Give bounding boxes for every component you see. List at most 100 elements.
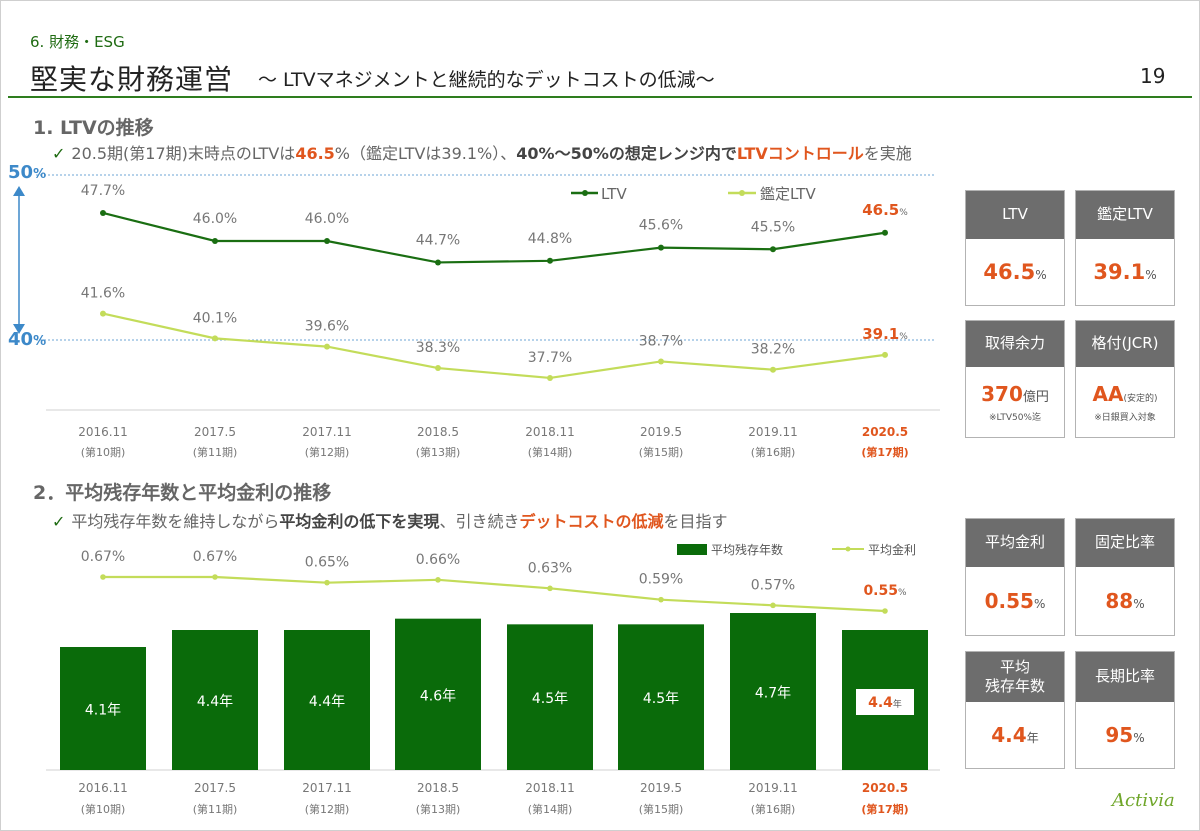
kpi-value: 4.4 <box>991 723 1027 747</box>
page-number: 19 <box>1140 64 1166 88</box>
kpi-fixed-ratio: 固定比率 88% <box>1075 518 1175 636</box>
bar-remaining-years <box>60 647 146 770</box>
x-tick-period: (第14期) <box>528 802 573 816</box>
legend-marker-appraisal <box>739 190 745 196</box>
data-point <box>100 209 106 216</box>
bar-label: 4.6年 <box>420 688 456 704</box>
kpi-label: 平均 残存年数 <box>966 652 1064 702</box>
data-point <box>770 246 776 253</box>
title-rule <box>8 96 1192 98</box>
data-label: 46.0% <box>193 211 237 227</box>
check-icon: ✓ <box>52 144 66 163</box>
kpi-value: AA <box>1092 381 1124 406</box>
data-point <box>212 335 218 342</box>
debt-section-heading: 2．平均残存年数と平均金利の推移 <box>33 482 332 504</box>
bar-label: 4.4年 <box>197 694 233 710</box>
data-label: 39.1% <box>862 325 908 343</box>
range-arrow-head-up <box>13 186 25 196</box>
x-tick-label: 2020.5 <box>862 425 908 439</box>
bar-label: 4.7年 <box>755 686 791 702</box>
data-point <box>547 585 553 592</box>
bar-label: 4.5年 <box>643 691 679 707</box>
data-label: 44.7% <box>416 232 460 248</box>
kpi-note: ※LTV50%迄 <box>989 412 1041 423</box>
kpi-label: 長期比率 <box>1076 652 1174 702</box>
kpi-label: 固定比率 <box>1076 519 1174 567</box>
data-point <box>658 358 664 365</box>
data-point <box>324 343 330 350</box>
bar-remaining-years <box>395 618 481 770</box>
data-point <box>324 579 330 586</box>
last-bar-label-box <box>856 689 914 715</box>
data-label: 0.67% <box>193 549 237 565</box>
x-tick-period: (第17期) <box>861 445 908 459</box>
x-tick-period: (第16期) <box>751 445 796 459</box>
data-label: 44.8% <box>528 231 572 247</box>
data-point <box>658 244 664 251</box>
data-point <box>212 574 218 580</box>
x-tick-period: (第11期) <box>193 445 238 459</box>
ltv-summary: ✓ 20.5期(第17期)末時点のLTVは46.5%（鑑定LTVは39.1%）、4… <box>52 140 912 164</box>
data-label: 0.63% <box>528 560 572 576</box>
data-label: 0.55% <box>863 583 907 599</box>
legend-marker-rate <box>845 546 851 552</box>
x-tick-label: 2019.5 <box>640 781 682 795</box>
data-point <box>882 351 888 358</box>
data-label: 39.6% <box>305 319 349 335</box>
x-tick-label: 2016.11 <box>78 425 128 439</box>
data-label: 37.7% <box>528 350 572 366</box>
x-tick-label: 2018.5 <box>417 425 459 439</box>
x-tick-label: 2017.5 <box>194 781 236 795</box>
summary-highlight-ltv: 46.5 <box>295 144 335 163</box>
legend-label-remaining: 平均残存年数 <box>711 542 783 557</box>
debt-summary: ✓ 平均残存年数を維持しながら平均金利の低下を実現、引き続きデットコストの低減を目… <box>52 508 727 532</box>
x-tick-period: (第10期) <box>81 802 126 816</box>
page-title: 堅実な財務運営 <box>30 63 234 96</box>
bar-remaining-years <box>618 624 704 770</box>
x-tick-period: (第13期) <box>416 802 461 816</box>
data-label: 46.0% <box>305 211 349 227</box>
x-tick-period: (第17期) <box>861 802 908 816</box>
data-point <box>882 229 888 236</box>
x-tick-label: 2019.5 <box>640 425 682 439</box>
summary-highlight-control: LTVコントロール <box>736 144 864 163</box>
bar-remaining-years <box>507 624 593 770</box>
kpi-label: LTV <box>966 191 1064 239</box>
x-tick-period: (第13期) <box>416 445 461 459</box>
x-tick-period: (第14期) <box>528 445 573 459</box>
x-tick-period: (第11期) <box>193 802 238 816</box>
x-tick-label: 2018.5 <box>417 781 459 795</box>
kpi-capacity: 取得余力 370億円 ※LTV50%迄 <box>965 320 1065 438</box>
range-top-label: 50% <box>8 162 47 183</box>
summary-text: 平均残存年数を維持しながら <box>71 512 280 531</box>
summary-highlight-debt: デットコストの低減 <box>519 512 664 531</box>
data-point <box>100 310 106 317</box>
data-label: 0.59% <box>639 572 683 588</box>
summary-highlight-range: 40%～50%の想定レンジ内で <box>516 144 737 163</box>
x-tick-period: (第16期) <box>751 802 796 816</box>
kpi-label: 格付(JCR) <box>1076 321 1174 367</box>
x-tick-label: 2017.11 <box>302 781 352 795</box>
kpi-value: 39.1 <box>1093 260 1146 284</box>
kpi-value: 95 <box>1105 723 1134 747</box>
legend-label-rate: 平均金利 <box>868 542 916 557</box>
ltv-chart: 47.7% 46.0% 46.0% 44.7% 44.8% 45.6% 45.5% 46.5%… <box>13 174 940 459</box>
series-line-ltv <box>102 211 886 264</box>
data-point <box>435 577 441 583</box>
series-line-avg-rate <box>103 575 886 613</box>
summary-text: を目指す <box>663 512 728 531</box>
kpi-value: 88 <box>1105 589 1134 613</box>
summary-text: 、引き続き <box>439 512 520 531</box>
bar-remaining-years <box>172 630 258 770</box>
x-tick-period: (第10期) <box>81 445 126 459</box>
x-tick-label: 2017.5 <box>194 425 236 439</box>
data-point <box>547 257 553 264</box>
kpi-rating: 格付(JCR) AA(安定的) ※日銀買入対象 <box>1075 320 1175 438</box>
legend-marker-ltv <box>582 190 588 196</box>
data-point <box>882 608 888 614</box>
data-label: 46.5% <box>862 201 908 219</box>
bar-label: 4.4年 <box>309 694 345 710</box>
debt-chart: 4.1年4.4年 4.4年 4.6年 4.5年 4.5年 4.7年4.4年0.67% 0.6… <box>46 542 940 816</box>
summary-highlight-rate: 平均金利の低下を実現 <box>279 512 440 531</box>
bar-remaining-years <box>284 630 370 770</box>
